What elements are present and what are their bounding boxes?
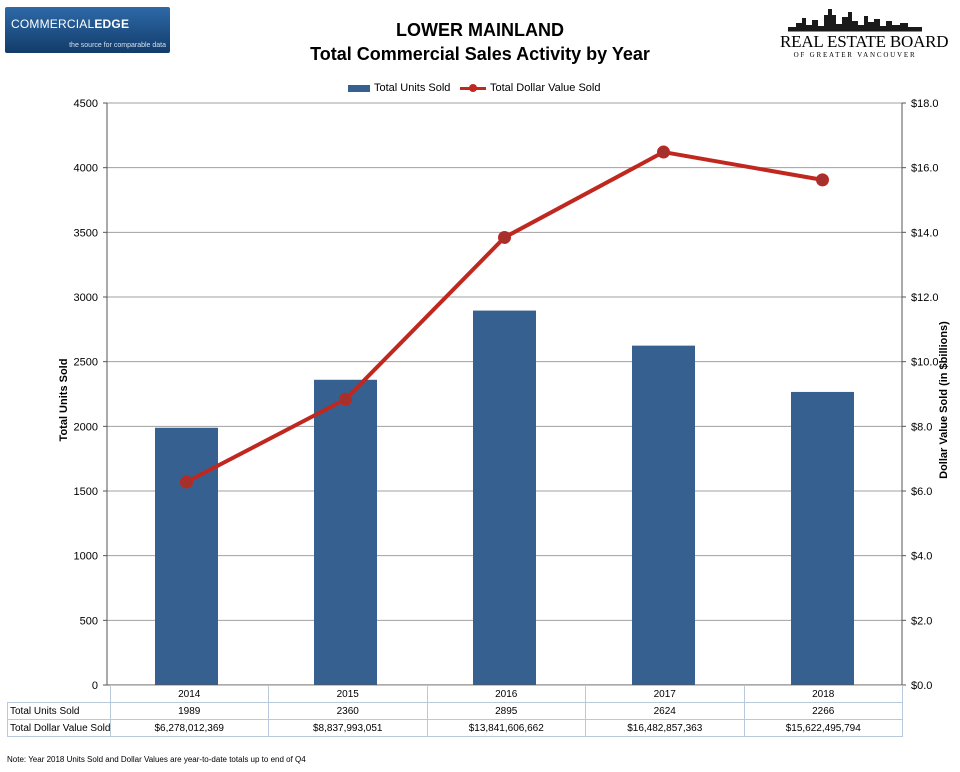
legend-swatch-bar [348, 84, 370, 92]
bar [473, 310, 536, 685]
skyline-icon [788, 9, 922, 32]
line-point [816, 173, 829, 187]
y-tick-label-right: $2.0 [911, 615, 932, 627]
y-tick-label-left: 4500 [74, 98, 98, 110]
legend-label-units: Total Units Sold [374, 82, 451, 94]
y-tick-label-right: $12.0 [911, 292, 939, 304]
line-point [339, 392, 352, 406]
data-table: 2014 2015 2016 2017 2018 Total Units Sold 1989… [7, 685, 903, 737]
y-tick-label-right: $6.0 [911, 486, 932, 498]
table-header-cell: 2014 [109, 685, 269, 703]
table-header-cell: 2017 [585, 685, 745, 703]
footnote: Note: Year 2018 Units Sold and Dollar Va… [7, 755, 306, 764]
logo-subtitle: OF GREATER VANCOUVER [793, 51, 917, 59]
y-tick-label-left: 500 [80, 615, 98, 627]
title-line-2: Total Commercial Sales Activity by Year [310, 44, 650, 64]
table-corner [8, 686, 111, 703]
legend: Total Units Sold Total Dollar Value Sold [0, 82, 960, 96]
y-tick-label-left: 2000 [74, 421, 98, 433]
table-cell: 2266 [743, 702, 903, 720]
table-cell: $16,482,857,363 [585, 719, 745, 737]
commercial-edge-logo: COMMERCIALEDGE the source for comparable… [5, 7, 170, 53]
table-cell: 2895 [426, 702, 586, 720]
line-point [498, 230, 511, 244]
y-tick-label-left: 1500 [74, 486, 98, 498]
table-row: Total Dollar Value Sold $6,278,012,369 $8,… [7, 719, 903, 737]
table-row: Total Units Sold 1989 2360 2895 2624 2266 [7, 702, 903, 720]
y-tick-label-left: 4000 [74, 163, 98, 175]
table-header-row: 2014 2015 2016 2017 2018 [8, 685, 903, 703]
legend-swatch-line [460, 83, 486, 92]
table-row-label: Total Units Sold [7, 702, 111, 720]
y-tick-label-left: 3500 [74, 227, 98, 239]
table-header-cell: 2018 [743, 685, 903, 703]
y-tick-label-right: $14.0 [911, 227, 939, 239]
y-tick-label-right: $18.0 [911, 98, 939, 110]
bar [155, 427, 218, 685]
table-cell: $15,622,495,794 [743, 719, 903, 737]
logo-name: REAL ESTATE BOARD [780, 32, 949, 51]
logo-tagline: the source for comparable data [69, 42, 166, 49]
y-tick-label-left: 2500 [74, 357, 98, 369]
y-axis-label-right: Dollar Value Sold (in $billions) [938, 321, 950, 479]
table-cell: 2624 [585, 702, 745, 720]
legend-item-dollars: Total Dollar Value Sold [460, 82, 600, 94]
bar [632, 345, 695, 685]
real-estate-board-logo: REAL ESTATE BOARD OF GREATER VANCOUVER [780, 6, 949, 60]
bar [791, 391, 854, 685]
y-tick-label-left: 3000 [74, 292, 98, 304]
y-axis-label-left: Total Units Sold [58, 358, 70, 442]
legend-item-units: Total Units Sold [348, 82, 450, 94]
table-header-cell: 2015 [268, 685, 428, 703]
y-tick-label-right: $10.0 [911, 357, 939, 369]
line-point [180, 475, 193, 489]
table-header-cell: 2016 [426, 685, 586, 703]
logo-brand: COMMERCIALEDGE [11, 17, 130, 31]
table-cell: 2360 [268, 702, 428, 720]
title-line-1: LOWER MAINLAND [396, 20, 564, 40]
table-cell: $6,278,012,369 [109, 719, 269, 737]
line-point [657, 145, 670, 159]
legend-label-dollars: Total Dollar Value Sold [490, 82, 601, 94]
chart-title: LOWER MAINLAND Total Commercial Sales Ac… [0, 18, 960, 66]
y-tick-label-left: 0 [92, 680, 98, 692]
bar [314, 379, 377, 685]
table-cell: 1989 [109, 702, 269, 720]
y-tick-label-left: 1000 [74, 551, 98, 563]
table-cell: $8,837,993,051 [268, 719, 428, 737]
table-cell: $13,841,606,662 [426, 719, 586, 737]
y-tick-label-right: $0.0 [911, 680, 932, 692]
table-row-label: Total Dollar Value Sold [7, 719, 111, 737]
y-tick-label-right: $8.0 [911, 421, 932, 433]
y-tick-label-right: $4.0 [911, 551, 932, 563]
y-tick-label-right: $16.0 [911, 163, 939, 175]
